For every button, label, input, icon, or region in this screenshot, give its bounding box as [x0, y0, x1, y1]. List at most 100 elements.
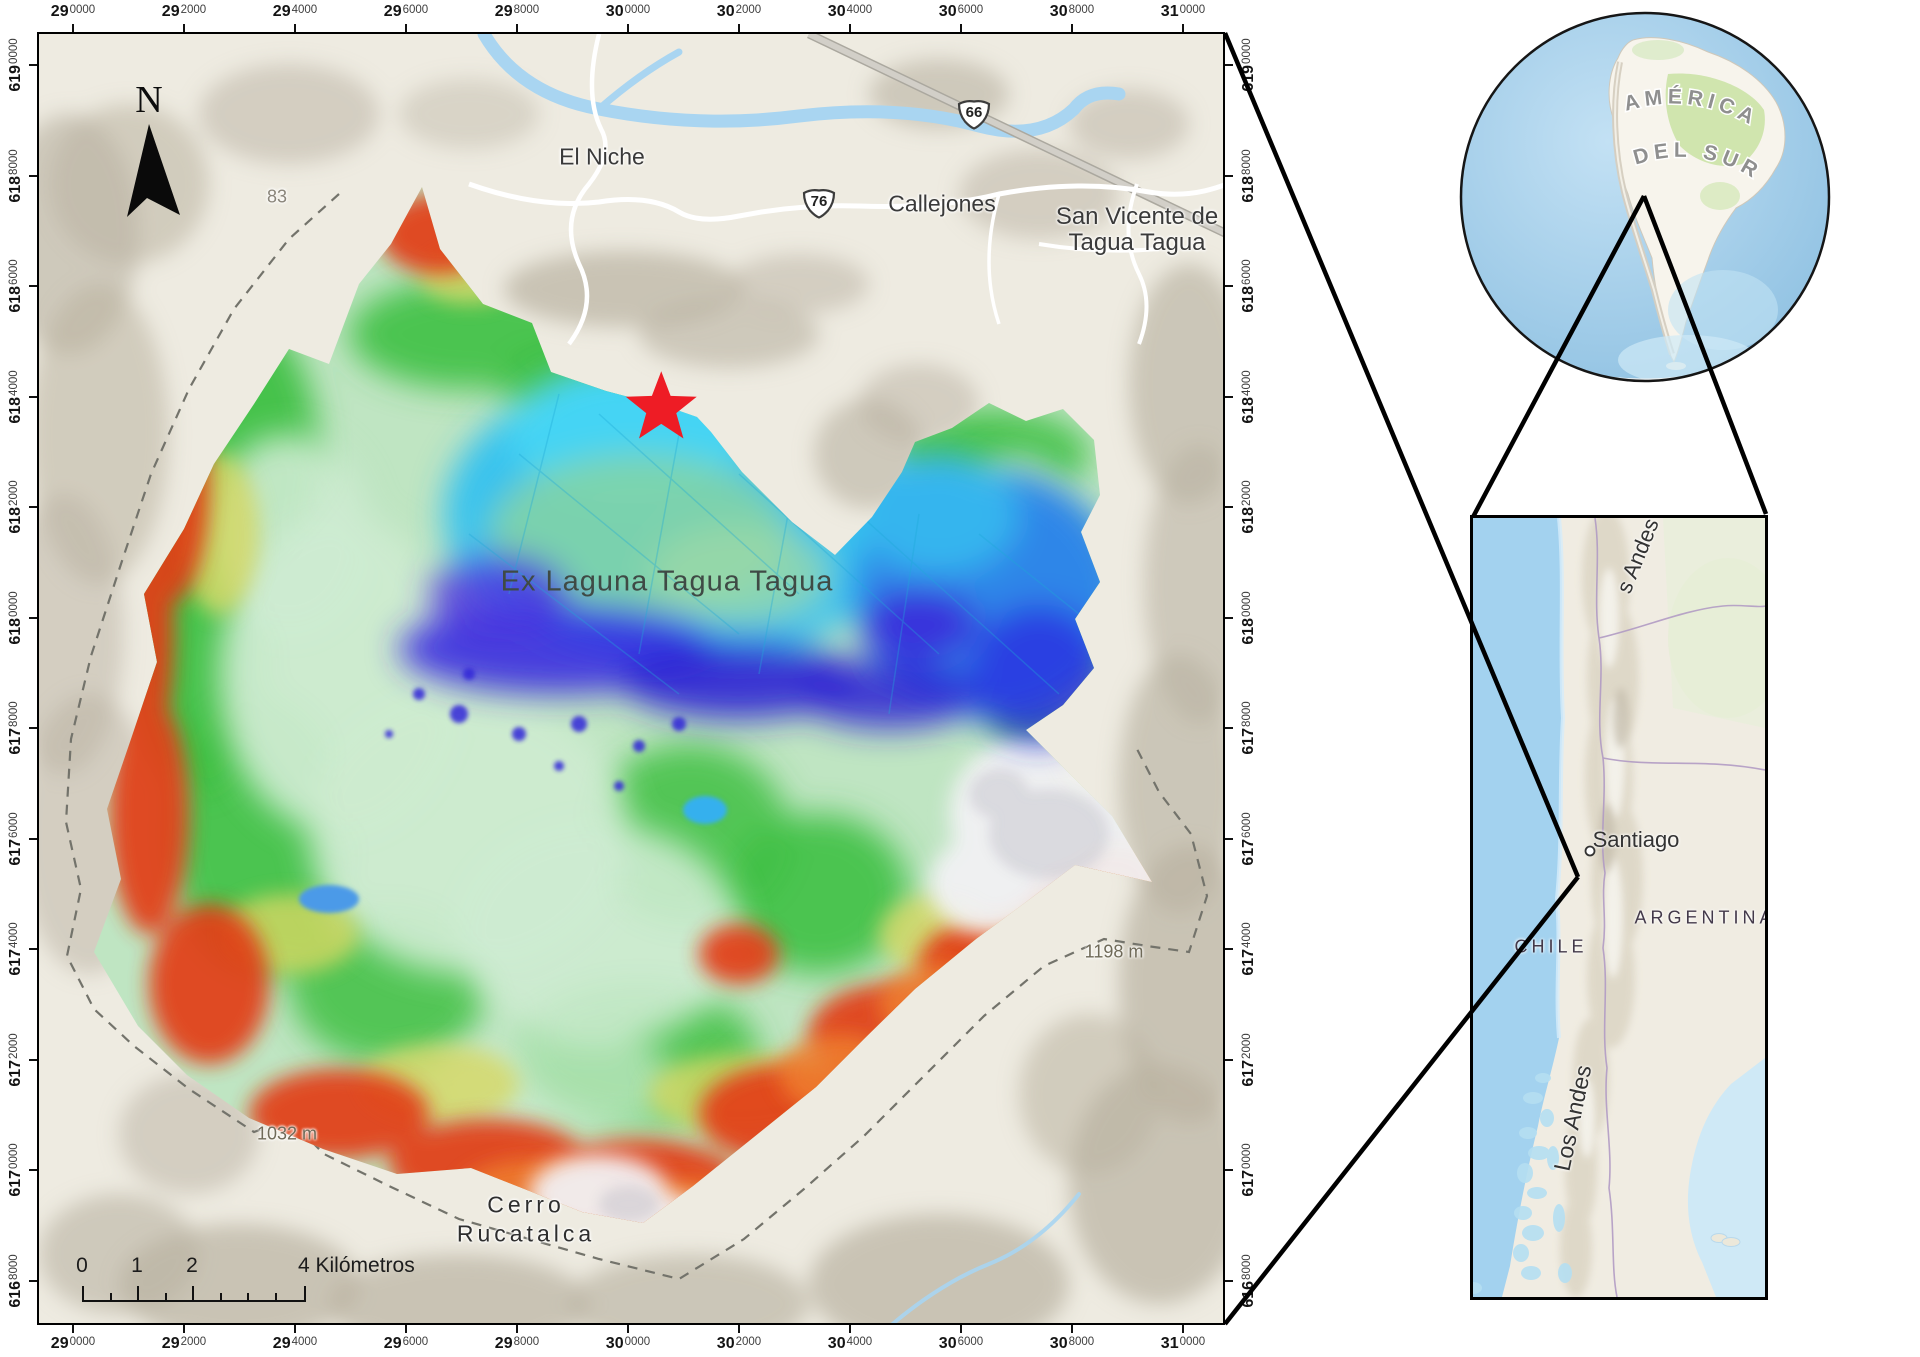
route-shield-76: 76: [800, 186, 838, 220]
axis-tick: [29, 1279, 37, 1282]
axis-tick-label: 6176000: [1240, 811, 1257, 866]
axis-tick-label: 6184000: [7, 369, 24, 424]
peak-label-83: 83: [266, 186, 288, 207]
axis-left: 6190000 6188000 6186000 6184000 6182000 61800…: [0, 32, 37, 1325]
axis-tick: [164, 1293, 167, 1302]
axis-tick: [183, 24, 185, 32]
axis-tick-label: 6168000: [1240, 1253, 1257, 1308]
scale-bar: 0 1 2 4 Kilómetros: [76, 1254, 415, 1306]
axis-tick: [516, 24, 518, 32]
axis-tick-label: 6180000: [7, 590, 24, 645]
argentina-label: ARGENTINA: [1634, 907, 1768, 928]
axis-tick-label: 310000: [1160, 1335, 1206, 1352]
axis-tick: [405, 1325, 407, 1333]
axis-tick-label: 292000: [161, 1335, 207, 1352]
axis-tick-label: 290000: [50, 1335, 96, 1352]
axis-tick-label: 6190000: [1240, 38, 1257, 92]
route-shield-66: 66: [955, 97, 993, 131]
axis-tick: [82, 1286, 84, 1302]
axis-tick-label: 6178000: [1240, 701, 1257, 755]
axis-tick: [29, 616, 37, 619]
globe-icon: AMÉRICA DEL SUR: [1459, 11, 1831, 383]
axis-tick: [109, 1293, 112, 1302]
axis-tick: [405, 24, 407, 32]
axis-tick-label: 6186000: [7, 259, 24, 313]
falkland-islands: [1710, 1233, 1741, 1247]
small-lake-west: [299, 885, 359, 913]
axis-tick: [1225, 727, 1233, 729]
axis-tick-label: 300000: [605, 3, 651, 20]
axis-bottom: 290000 292000 294000 296000 298000 300000 3020…: [37, 1325, 1225, 1357]
axis-tick-label: 6168000: [7, 1253, 24, 1308]
axis-tick-label: 302000: [716, 3, 762, 20]
north-arrow-icon: [127, 124, 180, 217]
axis-tick: [29, 64, 37, 66]
axis-tick: [294, 24, 296, 32]
axis-tick-label: 6190000: [7, 38, 24, 92]
axis-tick-label: 6174000: [7, 922, 24, 976]
axis-tick: [960, 1325, 962, 1333]
axis-tick-label: 304000: [827, 1335, 873, 1352]
peak-label-1032m: 1032 m: [256, 1123, 318, 1144]
place-label-cerro-line1: Cerro: [487, 1191, 565, 1218]
scale-label-4km: 4 Kilómetros: [298, 1254, 415, 1277]
axis-tick: [29, 1058, 37, 1061]
scale-bar-baseline: [82, 1300, 306, 1302]
santiago-label: Santiago: [1592, 827, 1680, 852]
axis-tick-label: 308000: [1049, 3, 1095, 20]
axis-tick-label: 6184000: [1240, 369, 1257, 424]
axis-tick: [29, 727, 37, 729]
axis-tick: [1225, 174, 1233, 177]
axis-tick: [72, 1325, 74, 1333]
scale-label-2: 2: [186, 1254, 198, 1277]
axis-tick: [29, 506, 37, 508]
axis-tick: [304, 1286, 306, 1302]
axis-tick-label: 302000: [716, 1335, 762, 1352]
place-label-san-vicente-line2: Tagua Tagua: [1068, 229, 1206, 256]
lake-label-ex-laguna: Ex Laguna Tagua Tagua: [500, 565, 834, 598]
watershed-dashed-boundary: [64, 193, 1209, 1281]
axis-tick: [627, 1325, 629, 1333]
us-route-shield-icon: [957, 99, 991, 130]
axis-tick: [137, 1286, 139, 1302]
scale-bar-ticks: [82, 1284, 306, 1302]
place-label-cerro-line2: Rucatalca: [456, 1220, 596, 1247]
axis-tick-label: 296000: [383, 3, 429, 20]
axis-tick: [1182, 24, 1184, 32]
axis-tick: [183, 1325, 185, 1333]
axis-tick: [247, 1293, 249, 1302]
us-route-shield-icon: [802, 188, 836, 219]
terrain-map-canvas: [39, 34, 1223, 1323]
axis-tick: [1225, 506, 1233, 508]
chile-inset: s Andes Santiago ARGENTINA CHILE Los And…: [1470, 515, 1768, 1300]
river: [477, 34, 1126, 1323]
axis-tick-label: 306000: [938, 3, 984, 20]
north-label: N: [135, 79, 163, 121]
axis-tick-label: 294000: [272, 3, 318, 20]
route-number: 76: [810, 193, 828, 210]
axis-tick: [627, 24, 629, 32]
axis-tick: [1182, 1325, 1184, 1333]
axis-tick: [1225, 395, 1233, 398]
axis-tick-label: 298000: [494, 1335, 540, 1352]
axis-tick: [29, 285, 37, 287]
axis-tick: [1225, 948, 1233, 950]
axis-tick: [1225, 1058, 1233, 1061]
santiago-marker: [1584, 845, 1596, 857]
place-label-el-niche: El Niche: [559, 143, 645, 170]
axis-tick: [1225, 64, 1233, 66]
axis-tick-label: 6174000: [1240, 922, 1257, 976]
axis-tick-label: 6182000: [7, 480, 24, 534]
axis-tick-label: 308000: [1049, 1335, 1095, 1352]
axis-tick-label: 6170000: [7, 1143, 24, 1197]
axis-tick-label: 310000: [1160, 3, 1206, 20]
axis-tick: [192, 1286, 194, 1302]
axis-tick: [29, 1169, 37, 1171]
axis-top: 290000 292000 294000 296000 298000 300000 3020…: [37, 0, 1225, 32]
axis-tick-label: 6180000: [1240, 590, 1257, 645]
axis-tick: [1225, 285, 1233, 287]
place-label-callejones: Callejones: [888, 190, 996, 217]
axis-tick-label: 298000: [494, 3, 540, 20]
main-map: El Niche Callejones San Vicente de Tagua…: [37, 32, 1225, 1325]
